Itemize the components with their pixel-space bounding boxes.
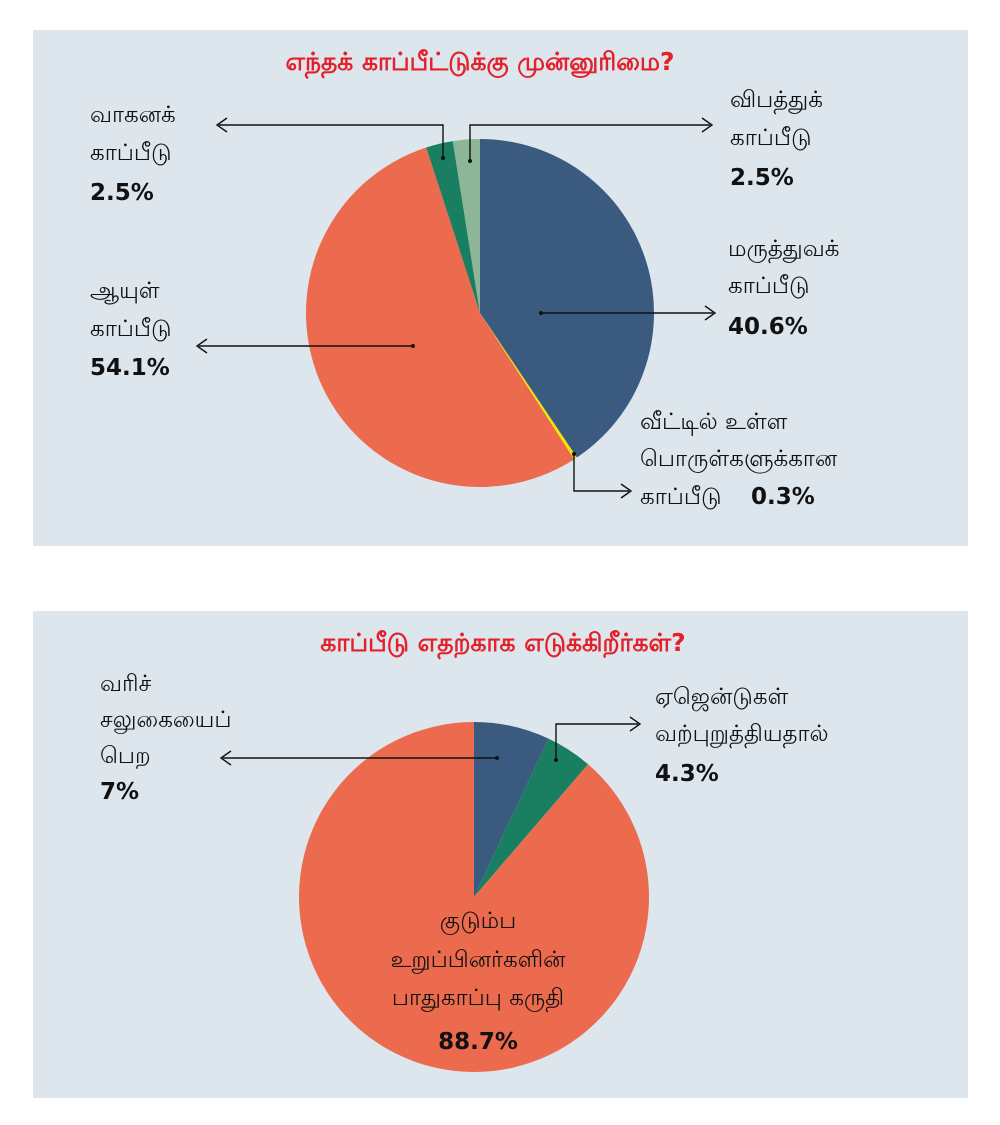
label-line: காப்பீடு <box>90 140 172 166</box>
label-line: ஆயுள் <box>90 278 160 304</box>
pie-slice-3 <box>305 147 575 488</box>
label-line: பாதுகாப்பு கருதி <box>392 985 564 1012</box>
label-line: வீட்டில் உள்ள <box>640 409 788 436</box>
pie-slice-2 <box>474 738 589 897</box>
data-label: 7% <box>100 779 139 805</box>
pie-slice-1 <box>480 139 654 458</box>
pie-chart-priority: எந்தக் காப்பீட்டுக்கு முன்னுரிமை? <box>90 47 839 510</box>
slice-label-accident: விபத்துக் காப்பீடு 2.5% <box>730 87 823 191</box>
slice-label-tax: வரிச் சலுகையைப் பெற 7% <box>100 671 232 805</box>
label-line: பொருள்களுக்கான <box>640 446 838 473</box>
leader-dots <box>495 756 558 762</box>
pie-slice-3 <box>298 722 649 1072</box>
leader-dots <box>411 156 576 456</box>
data-label: 54.1% <box>90 355 170 381</box>
pie-slice-1 <box>474 722 549 897</box>
label-line: காப்பீடு <box>90 316 172 342</box>
slice-label-agents: ஏஜென்டுகள் வற்புறுத்தியதால் 4.3% <box>655 684 829 787</box>
data-label: 4.3% <box>655 761 719 787</box>
label-line: விபத்துக் <box>730 87 823 114</box>
chart-title: காப்பீடு எதற்காக எடுக்கிறீர்கள்? <box>320 628 685 660</box>
slice-label-life: ஆயுள் காப்பீடு 54.1% <box>90 278 172 381</box>
leader-lines <box>219 716 642 766</box>
label-line: உறுப்பினர்களின் <box>391 947 567 974</box>
pie-slice-5 <box>452 139 480 313</box>
label-line: ஏஜென்டுகள் <box>655 684 789 712</box>
label-line: பெற <box>100 743 151 769</box>
pie-chart-reason: காப்பீடு எதற்காக எடுக்கிறீர்கள்? வரிச் ச… <box>100 628 829 1072</box>
label-line: வரிச் <box>100 671 152 697</box>
label-line: மருத்துவக் <box>728 236 839 263</box>
chart-panel-reason: காப்பீடு எதற்காக எடுக்கிறீர்கள்? வரிச் ச… <box>33 611 968 1098</box>
data-label: 2.5% <box>730 165 794 191</box>
label-line: குடும்ப <box>440 908 516 935</box>
pie-slice-2 <box>480 313 577 460</box>
slice-label-home-goods: வீட்டில் உள்ள பொருள்களுக்கான காப்பீடு 0.… <box>640 409 838 510</box>
data-label: 2.5% <box>90 180 154 206</box>
label-line: காப்பீடு <box>640 484 722 510</box>
slice-label-family: குடும்ப உறுப்பினர்களின் பாதுகாப்பு கருதி… <box>391 908 567 1055</box>
pie-slice-4 <box>426 141 480 313</box>
data-label: 40.6% <box>728 314 808 340</box>
label-line: வற்புறுத்தியதால் <box>655 721 829 748</box>
leader-lines <box>195 117 717 499</box>
data-label: 88.7% <box>438 1029 518 1055</box>
label-line: காப்பீடு <box>730 125 812 151</box>
label-line: வாகனக் <box>90 102 176 128</box>
data-label: 0.3% <box>751 484 815 510</box>
slice-label-vehicle: வாகனக் காப்பீடு 2.5% <box>90 102 176 206</box>
slice-label-medical: மருத்துவக் காப்பீடு 40.6% <box>728 236 839 340</box>
label-line: சலுகையைப் <box>100 707 232 734</box>
chart-title: எந்தக் காப்பீட்டுக்கு முன்னுரிமை? <box>285 47 674 79</box>
label-line: காப்பீடு <box>728 273 810 299</box>
chart-panel-priority: எந்தக் காப்பீட்டுக்கு முன்னுரிமை? <box>33 30 968 546</box>
